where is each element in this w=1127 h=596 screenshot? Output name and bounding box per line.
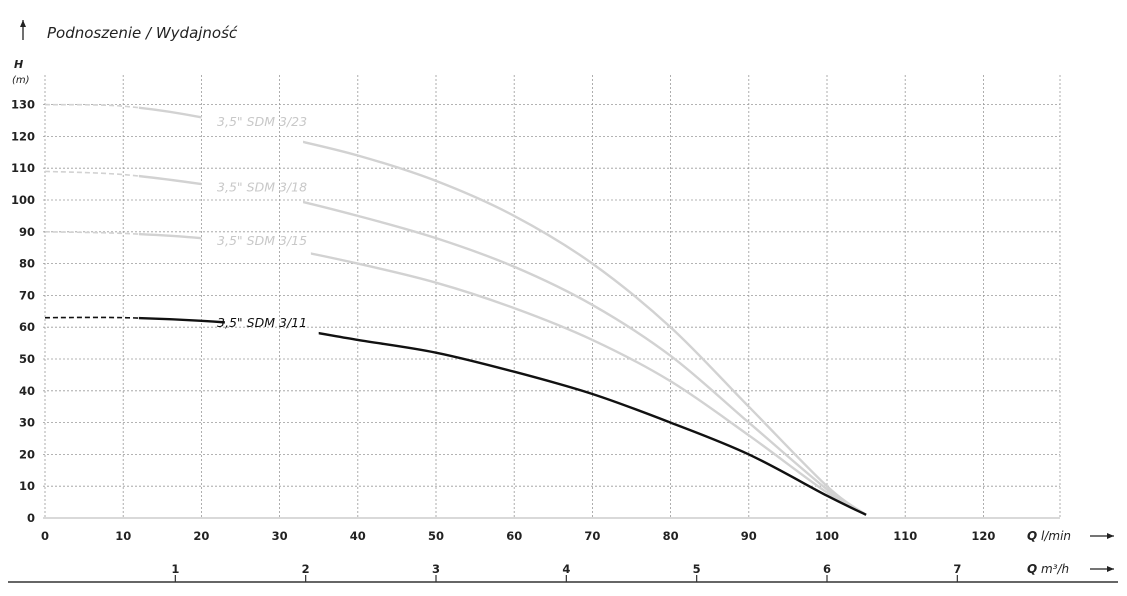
curve-line-dashed bbox=[44, 231, 139, 235]
y-tick-label: 60 bbox=[19, 320, 35, 334]
curve-line-dashed bbox=[44, 170, 139, 177]
y-tick-label: 100 bbox=[11, 193, 35, 207]
x-tick-label: 50 bbox=[428, 529, 444, 543]
curve-3-5-sdm-3-11 bbox=[44, 316, 867, 516]
curve-labels: 3,5" SDM 3/23 3,5" SDM 3/18 3,5" SDM 3/15 3… bbox=[217, 114, 307, 330]
curve-label-3-5-sdm-3-11: 3,5" SDM 3/11 bbox=[217, 315, 307, 330]
x2-tick-label: 1 bbox=[171, 562, 179, 576]
y-axis-unit: (m) bbox=[12, 75, 30, 86]
y-tick-label: 110 bbox=[11, 161, 35, 175]
curve-label-3-5-sdm-3-23: 3,5" SDM 3/23 bbox=[217, 114, 307, 129]
curve-label-3-5-sdm-3-15: 3,5" SDM 3/15 bbox=[217, 233, 307, 248]
y-tick-labels: 0 10 20 30 40 50 60 70 80 90 100 110 120 130 bbox=[11, 98, 35, 525]
y-tick-label: 20 bbox=[19, 447, 35, 461]
x2-tick-label: 4 bbox=[562, 562, 570, 576]
curve-line bbox=[138, 316, 867, 516]
x2-tick-label: 7 bbox=[953, 562, 961, 576]
x-tick-labels: 0 10 20 30 40 50 60 70 80 90 100 110 120 bbox=[41, 529, 995, 543]
x-tick-label: 60 bbox=[506, 529, 522, 543]
y-tick-label: 50 bbox=[19, 352, 35, 366]
x2-tick-labels: 1 2 3 4 5 6 7 bbox=[171, 562, 961, 582]
curve-line-dashed bbox=[44, 103, 139, 109]
x-axis-unit: l/min bbox=[1041, 529, 1071, 543]
y-tick-label: 130 bbox=[11, 98, 35, 112]
curve-label-3-5-sdm-3-18: 3,5" SDM 3/18 bbox=[217, 180, 307, 195]
x-tick-label: 80 bbox=[663, 529, 679, 543]
curve-3-5-sdm-3-18 bbox=[44, 170, 867, 516]
x2-tick-label: 2 bbox=[302, 562, 310, 576]
x-tick-label: 40 bbox=[350, 529, 366, 543]
y-axis-label: H bbox=[14, 58, 23, 71]
curve-line bbox=[138, 230, 867, 516]
y-tick-label: 10 bbox=[19, 479, 35, 493]
x-tick-label: 0 bbox=[41, 529, 49, 543]
curve-3-5-sdm-3-23 bbox=[44, 103, 867, 516]
curves bbox=[44, 103, 867, 516]
y-tick-label: 70 bbox=[19, 288, 35, 302]
grid bbox=[43, 75, 1061, 519]
y-tick-label: 40 bbox=[19, 384, 35, 398]
x-tick-label: 70 bbox=[584, 529, 600, 543]
chart-title-text: Podnoszenie / Wydajność bbox=[47, 24, 238, 42]
x-tick-label: 20 bbox=[193, 529, 209, 543]
curve-line bbox=[138, 170, 867, 516]
x2-tick-label: 5 bbox=[693, 562, 701, 576]
x-axis-label-group: Q l/min bbox=[1027, 529, 1114, 543]
x2-axis-unit: m³/h bbox=[1041, 562, 1069, 576]
y-tick-label: 120 bbox=[11, 129, 35, 143]
x-tick-label: 90 bbox=[741, 529, 757, 543]
x2-axis-label-group: Q m³/h bbox=[1027, 562, 1114, 576]
x2-axis-label: Q bbox=[1027, 562, 1037, 576]
curve-3-5-sdm-3-15 bbox=[44, 230, 867, 516]
x-tick-label: 110 bbox=[893, 529, 917, 543]
x-tick-label: 100 bbox=[815, 529, 839, 543]
curve-line bbox=[138, 103, 867, 516]
x2-tick-label: 6 bbox=[823, 562, 831, 576]
x-tick-label: 120 bbox=[971, 529, 995, 543]
y-tick-label: 80 bbox=[19, 257, 35, 271]
x-axis-label: Q bbox=[1027, 529, 1037, 543]
y-tick-label: 30 bbox=[19, 416, 35, 430]
chart-title: Podnoszenie / Wydajność bbox=[20, 20, 238, 42]
x-tick-label: 30 bbox=[272, 529, 288, 543]
y-tick-label: 0 bbox=[27, 511, 35, 525]
y-tick-label: 90 bbox=[19, 225, 35, 239]
x2-tick-label: 3 bbox=[432, 562, 440, 576]
x-tick-label: 10 bbox=[115, 529, 131, 543]
